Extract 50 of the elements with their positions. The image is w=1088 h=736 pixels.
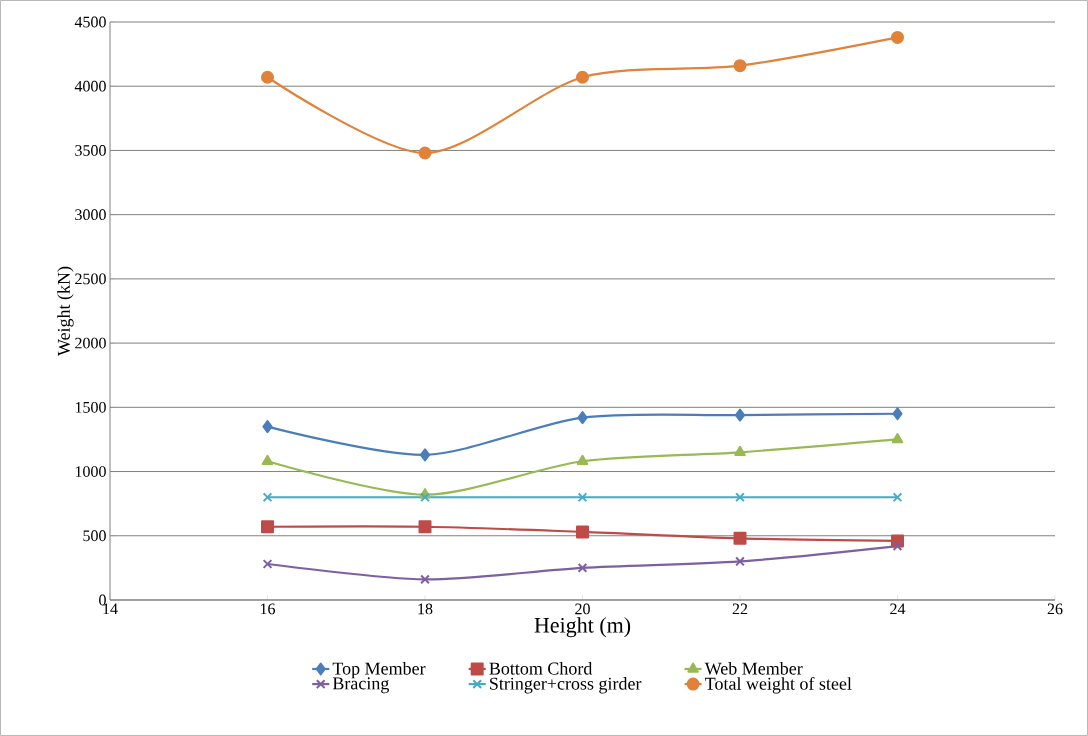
point: [261, 70, 274, 84]
point: [735, 556, 745, 567]
point: [577, 492, 588, 503]
y-tick-label: 4000: [74, 80, 106, 92]
point: [418, 520, 432, 534]
y-tick-label: 1000: [75, 466, 106, 477]
point: [261, 520, 274, 534]
point: [262, 420, 273, 434]
x-tick-label: 26: [1047, 603, 1063, 615]
y-tick-label: 1500: [75, 401, 106, 413]
point: [420, 574, 430, 585]
y-tick-label: 2000: [75, 337, 106, 349]
y-tick-label: 3500: [75, 145, 106, 156]
point: [262, 559, 273, 569]
point: [576, 525, 589, 539]
point: [733, 59, 747, 73]
x-tick-label: 16: [260, 603, 276, 615]
legend-label: Total weight of steel: [705, 676, 852, 694]
point: [420, 492, 430, 503]
point: [419, 448, 431, 462]
x-tick-label: 22: [732, 603, 748, 615]
point: [576, 454, 589, 466]
y-tick-label: 2500: [75, 273, 106, 285]
x-axis-title: Height (m): [534, 617, 631, 638]
point: [577, 562, 588, 573]
point: [734, 445, 746, 457]
x-tick-label: 18: [418, 603, 433, 615]
y-tick-label: 500: [83, 530, 106, 542]
y-tick-label: 4500: [74, 16, 106, 28]
point: [576, 70, 589, 84]
y-axis-title: Weight (kN): [57, 266, 74, 356]
point: [733, 531, 747, 545]
point: [262, 492, 273, 503]
point: [891, 432, 904, 444]
y-tick-label: 3000: [75, 209, 106, 221]
point: [892, 492, 903, 503]
point: [735, 492, 745, 503]
x-tick-label: 24: [890, 603, 906, 615]
point: [577, 411, 588, 425]
legend-label: Bracing: [332, 677, 389, 694]
legend-label: Web Member: [704, 661, 803, 675]
x-tick-label: 20: [575, 603, 590, 615]
point: [891, 30, 904, 44]
point: [261, 454, 274, 466]
point: [734, 408, 746, 422]
legend-label: Bottom Chord: [489, 661, 593, 675]
point: [892, 407, 903, 421]
legend-label: Stringer+cross girder: [490, 677, 642, 694]
point: [418, 146, 432, 160]
point: [892, 541, 903, 551]
